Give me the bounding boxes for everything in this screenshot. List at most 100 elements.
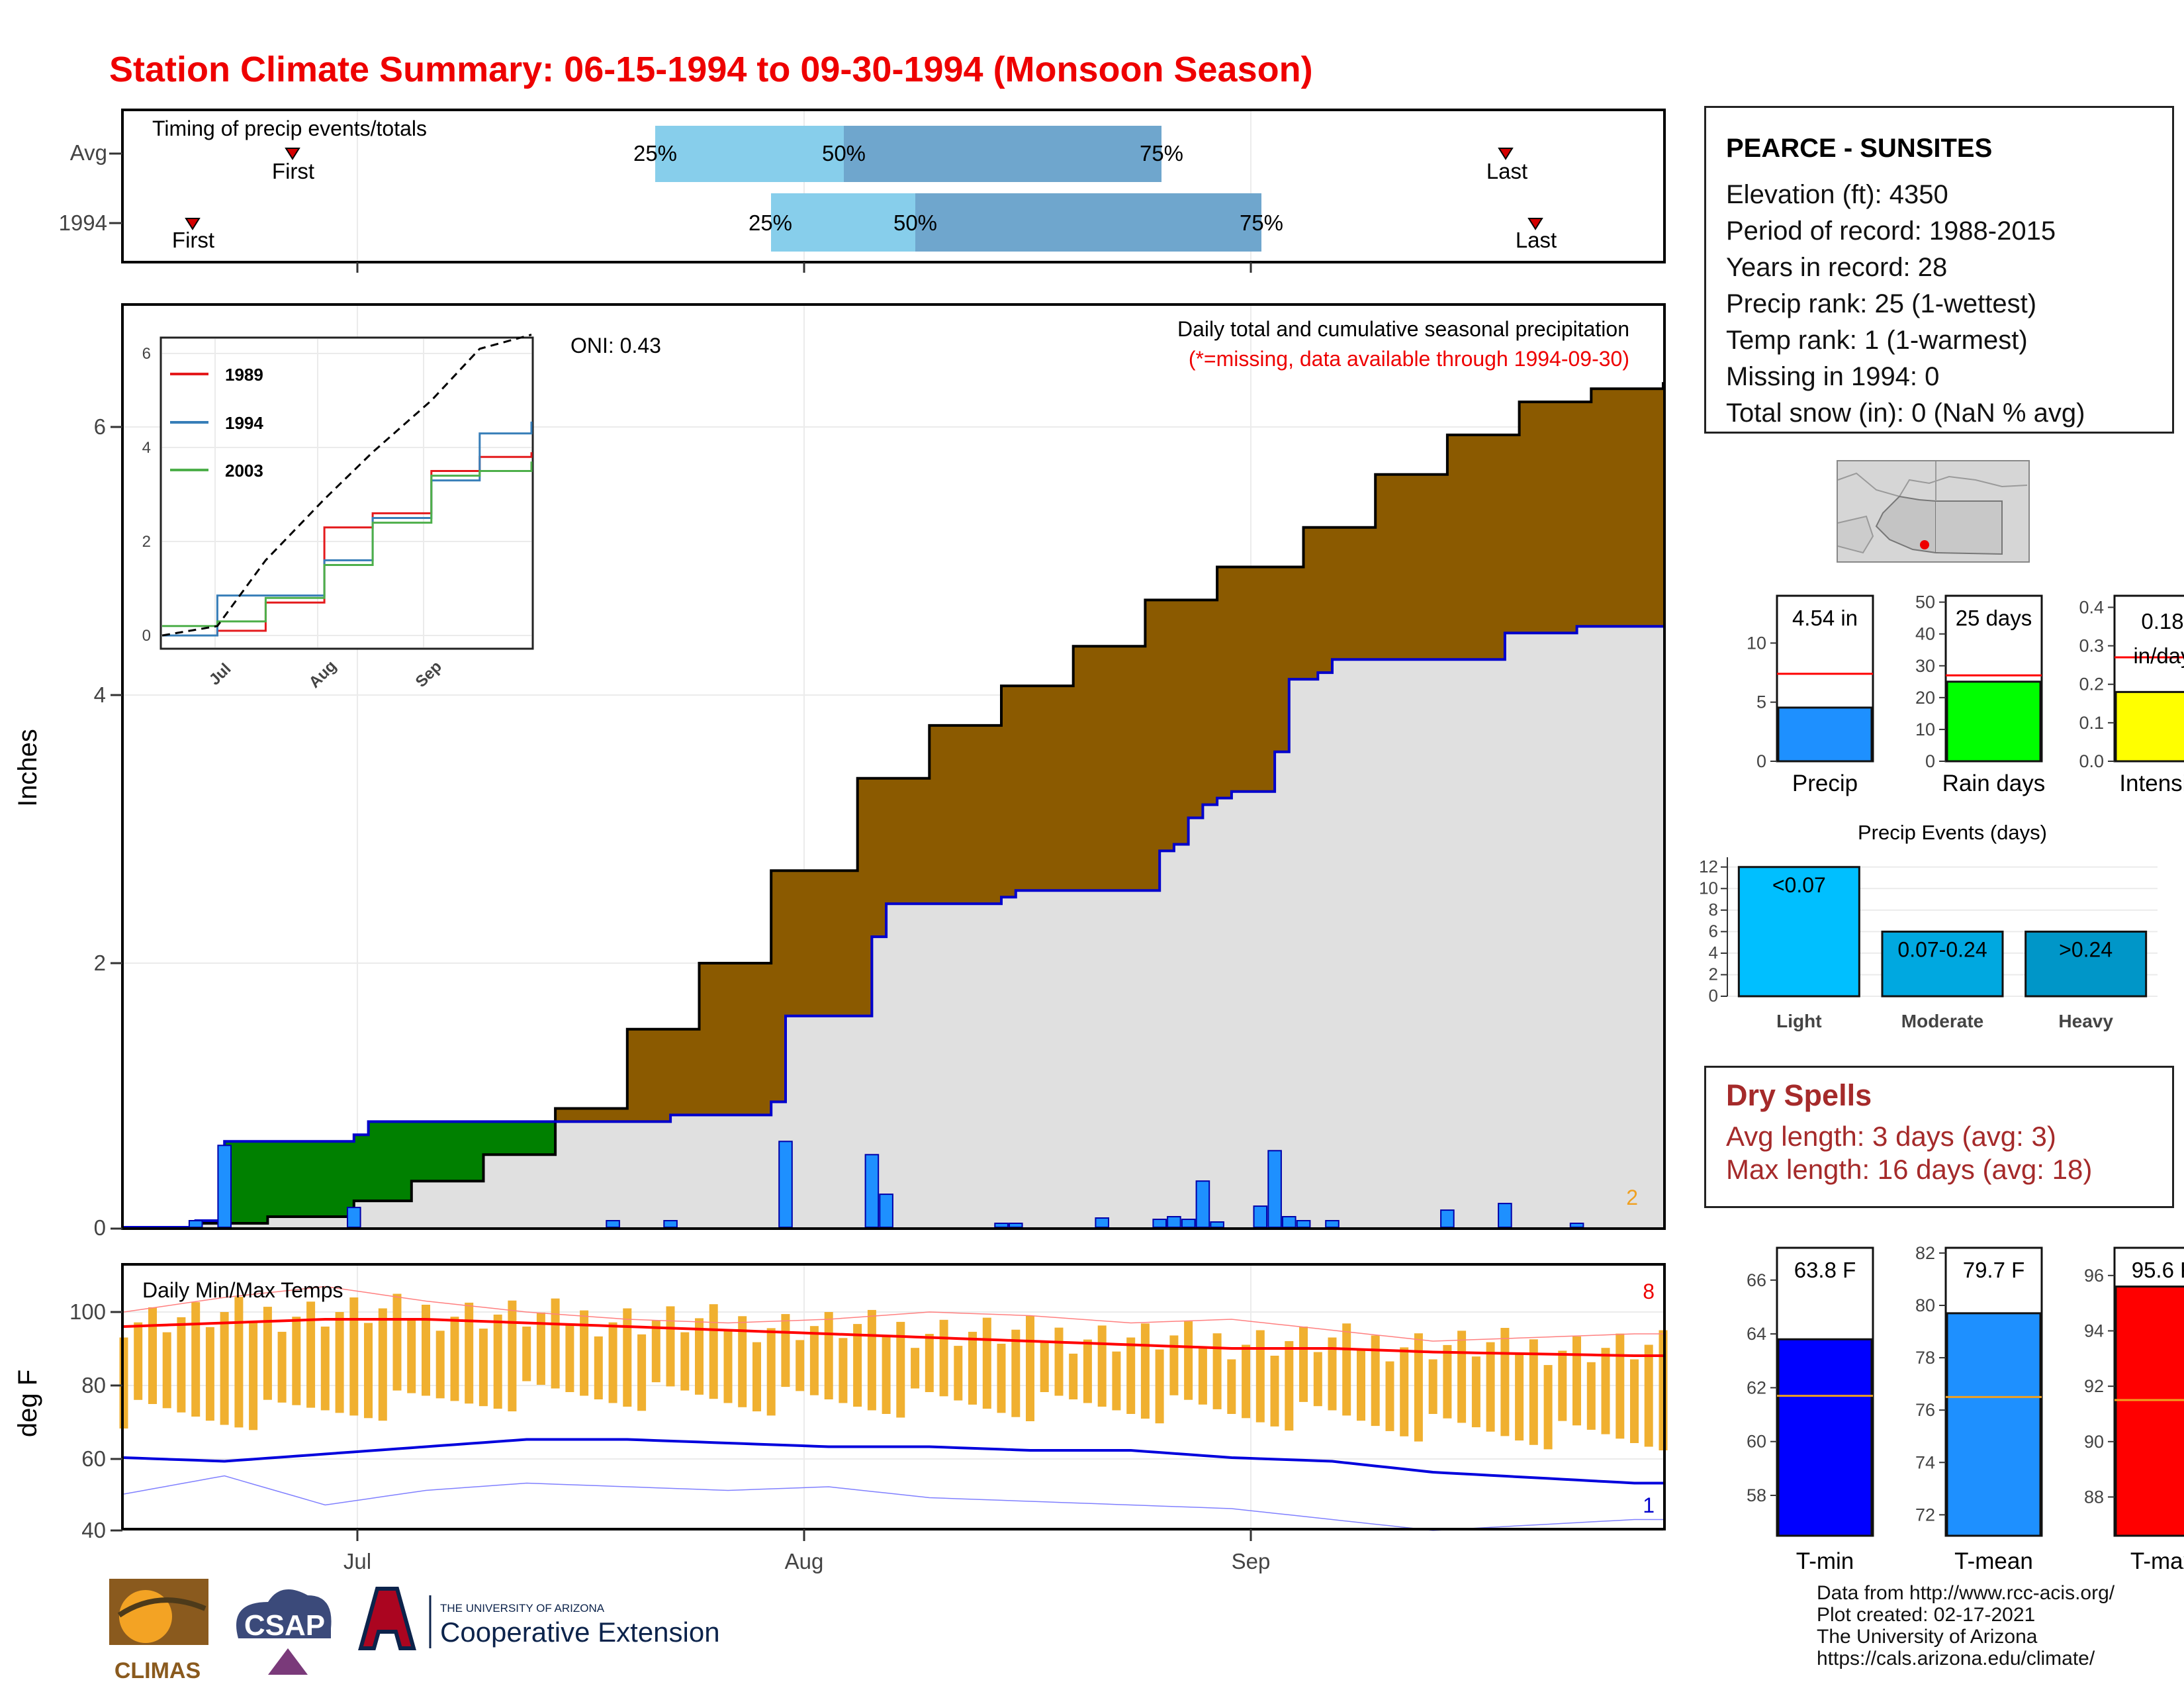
ua-small-text: THE UNIVERSITY OF ARIZONA — [440, 1602, 605, 1615]
ua-large-text: Cooperative Extension — [440, 1617, 720, 1648]
title-text: Station Climate Summary: 06-15-1994 to 0… — [109, 50, 1313, 89]
events-tick-label-5: 10 — [1699, 878, 1718, 898]
tempsum-tick-label-2-2: 92 — [2084, 1376, 2104, 1396]
daily-temp-bar — [1428, 1359, 1437, 1414]
daily-precip-bar — [188, 1220, 203, 1228]
daily-temp-bar — [1414, 1333, 1423, 1442]
timing-avg-last-label: Last — [1486, 159, 1527, 183]
daily-temp-bar — [839, 1338, 848, 1403]
daily-temp-bar — [982, 1317, 991, 1409]
inset-line-avg — [161, 334, 532, 637]
timing-heading: Timing of precip events/totals — [152, 117, 427, 140]
temp-series — [119, 1286, 1668, 1531]
station-years: Years in record: 28 — [1726, 253, 1948, 282]
inset-gridlines — [162, 339, 531, 647]
inset-y-ticks: 0 2 4 6 — [142, 345, 151, 645]
daily-temp-bar — [306, 1301, 316, 1408]
temp-summary-panel: 58 60 62 64 66 63.8 F T-min 72 74 76 78 80 82 79.7 F T… — [1747, 1243, 2184, 1574]
timing-x-ticks — [356, 262, 1252, 273]
daily-precip-bar — [1282, 1216, 1297, 1228]
precip-annotation-title: Daily total and cumulative seasonal prec… — [1177, 317, 1629, 341]
daily-temp-bar — [450, 1317, 459, 1401]
tempsum-tick-label-1-3: 78 — [1915, 1348, 1935, 1368]
tempsum-tick-label-0-2: 62 — [1747, 1378, 1766, 1397]
temp-ytick-100: 100 — [69, 1299, 106, 1324]
tempsum-bar-0 — [1777, 1338, 1873, 1537]
daily-precip-bar — [1152, 1219, 1167, 1228]
tempsum-tick-label-1-2: 76 — [1915, 1400, 1935, 1420]
timing-1994-last-label: Last — [1516, 228, 1557, 252]
precip-series — [124, 382, 1664, 1229]
daily-temp-bar — [263, 1307, 272, 1400]
events-tick-label-2: 4 — [1709, 943, 1718, 962]
daily-temp-bar — [580, 1310, 589, 1396]
temp-count-high: 8 — [1643, 1280, 1655, 1303]
summary-tick-label-0-0: 0 — [1756, 751, 1766, 771]
daily-precip-bar — [1440, 1209, 1455, 1228]
daily-temp-bar — [594, 1336, 603, 1399]
daily-temp-bar — [1385, 1361, 1394, 1431]
temp-ytick-80: 80 — [81, 1373, 106, 1397]
daily-temp-bar — [925, 1334, 934, 1392]
summary-value-2-1: in/day — [2133, 643, 2184, 668]
daily-temp-bar — [522, 1327, 531, 1382]
events-category-1: Moderate — [1901, 1011, 1983, 1031]
daily-temp-bar — [709, 1304, 718, 1399]
precip-y-ticks: 0 2 4 6 — [94, 414, 106, 1240]
events-bar-label-2: >0.24 — [2059, 937, 2113, 961]
inset-ytick-4: 4 — [142, 439, 151, 457]
temp-y-tickmarks — [111, 1311, 1252, 1541]
timing-avg-first-label: First — [272, 159, 314, 183]
tempsum-tick-label-2-0: 88 — [2084, 1487, 2104, 1507]
credit-plot-created: Plot created: 02-17-2021 — [1817, 1604, 2036, 1626]
map-coast — [1837, 515, 1874, 554]
daily-temp-bar — [1198, 1347, 1207, 1405]
station-info-box: PEARCE - SUNSITES Elevation (ft): 4350 P… — [1704, 106, 2174, 434]
daily-temp-bar — [1601, 1348, 1610, 1434]
summary-bar-0 — [1777, 706, 1873, 763]
daily-temp-bar — [551, 1298, 560, 1389]
inset-ytick-2: 2 — [142, 533, 151, 551]
daily-temp-bar — [1054, 1327, 1064, 1396]
daily-temp-bar — [1011, 1329, 1021, 1417]
daily-temp-bar — [205, 1327, 214, 1421]
inset-ytick-6: 6 — [142, 345, 151, 363]
daily-precip-bar — [1181, 1219, 1196, 1228]
tempsum-tick-label-2-4: 96 — [2084, 1266, 2104, 1286]
tempsum-name-0: T-min — [1796, 1548, 1854, 1574]
daily-temp-bar — [651, 1320, 660, 1383]
daily-precip-bar — [1253, 1205, 1268, 1228]
inset-legend-1989: 1989 — [225, 365, 263, 385]
daily-temp-bar — [896, 1321, 905, 1418]
x-axis-ticks: Jul Aug Sep — [343, 1549, 1270, 1573]
summary-tick-label-1-2: 20 — [1915, 688, 1935, 708]
avg-cumulative-line — [124, 382, 1664, 1229]
tempsum-tick-label-1-4: 80 — [1915, 1295, 1935, 1315]
summary-bar-1 — [1946, 680, 2042, 763]
daily-precip-bar — [1296, 1220, 1311, 1228]
summary-tick-label-2-2: 0.2 — [2079, 675, 2104, 694]
daily-temp-bar — [680, 1332, 690, 1391]
inset-series — [161, 334, 533, 637]
daily-temp-bar — [666, 1306, 675, 1387]
precip-frame — [121, 303, 1666, 1230]
daily-temp-bar — [1644, 1344, 1653, 1447]
daily-temp-bar — [1313, 1352, 1322, 1407]
daily-temp-bar — [1140, 1323, 1150, 1419]
daily-temp-bar — [911, 1348, 920, 1389]
tempsum-tick-label-1-5: 82 — [1915, 1243, 1935, 1263]
csap-text: CSAP — [244, 1609, 325, 1642]
timing-1994-p50-label: 50% — [893, 211, 937, 235]
tempsum-tick-label-1-1: 74 — [1915, 1452, 1935, 1472]
obs-cumulative-line — [124, 625, 1663, 1229]
daily-temp-bar — [623, 1308, 632, 1407]
events-category-2: Heavy — [2058, 1011, 2113, 1031]
tempsum-name-1: T-mean — [1954, 1548, 2033, 1574]
daily-temp-bar — [1342, 1323, 1351, 1416]
events-bar-2 — [2025, 930, 2148, 998]
daily-temp-bar — [1169, 1335, 1179, 1395]
precip-annotation-missing: (*=missing, data available through 1994-… — [1189, 347, 1629, 371]
precip-panel: Inches 0 2 4 6 Daily total and cumulativ… — [13, 303, 1666, 1244]
xtick-aug: Aug — [785, 1549, 824, 1573]
record-max-line — [123, 1286, 1663, 1342]
